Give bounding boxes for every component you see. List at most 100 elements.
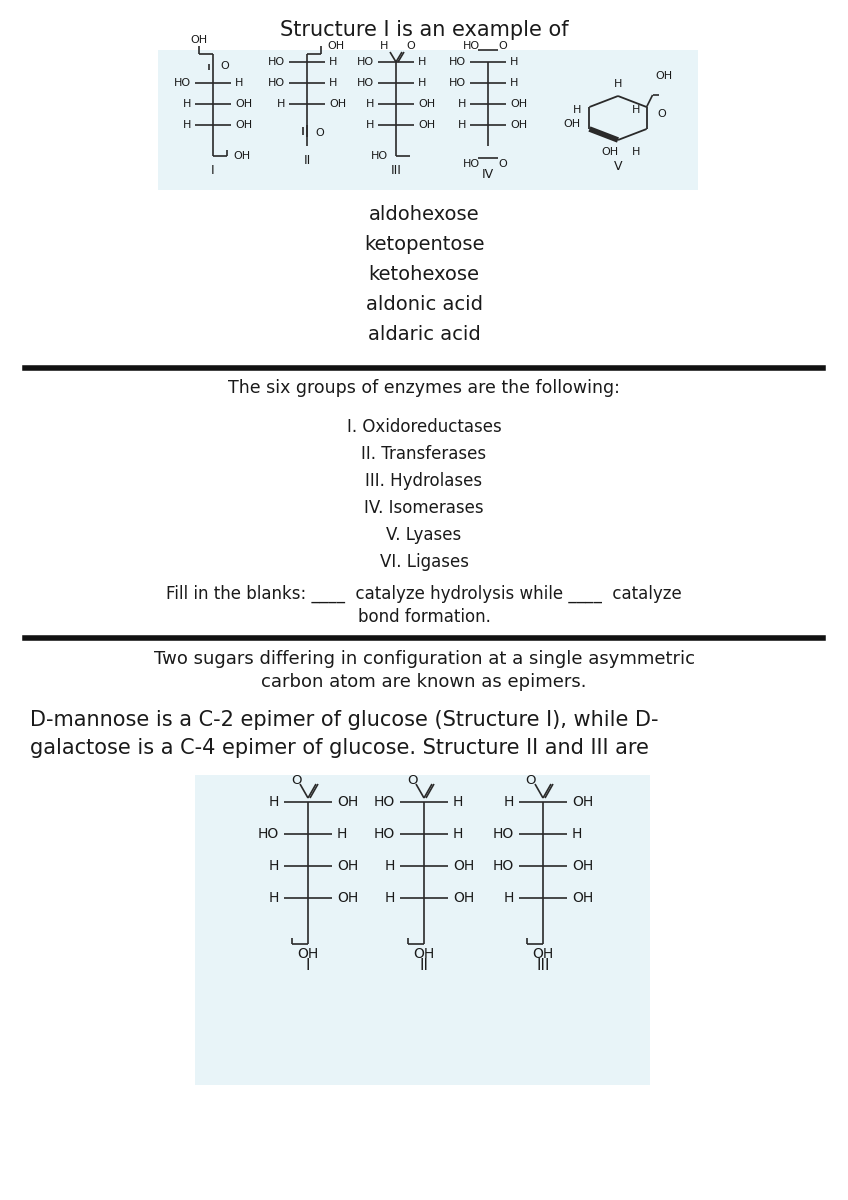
- Text: III: III: [536, 959, 550, 973]
- Text: V. Lyases: V. Lyases: [387, 526, 461, 544]
- Text: O: O: [406, 41, 415, 50]
- Text: H: H: [572, 104, 581, 115]
- Text: H: H: [329, 78, 338, 88]
- Text: OH: OH: [510, 120, 527, 130]
- Text: HO: HO: [374, 827, 395, 841]
- Text: OH: OH: [601, 146, 618, 157]
- Text: ketohexose: ketohexose: [369, 265, 479, 284]
- Text: OH: OH: [655, 71, 672, 80]
- Text: HO: HO: [174, 78, 191, 88]
- Text: VI. Ligases: VI. Ligases: [380, 553, 468, 571]
- Text: H: H: [453, 794, 463, 809]
- Text: Two sugars differing in configuration at a single asymmetric: Two sugars differing in configuration at…: [153, 650, 695, 668]
- Text: H: H: [453, 827, 463, 841]
- Text: H: H: [269, 794, 279, 809]
- Text: O: O: [220, 61, 229, 71]
- Text: H: H: [269, 890, 279, 905]
- Text: I: I: [211, 163, 215, 176]
- Text: H: H: [337, 827, 348, 841]
- Text: OH: OH: [453, 890, 474, 905]
- Text: H: H: [510, 56, 518, 67]
- Text: HO: HO: [268, 56, 285, 67]
- Text: H: H: [504, 890, 514, 905]
- Text: HO: HO: [371, 151, 388, 161]
- Text: OH: OH: [327, 41, 344, 50]
- Text: II: II: [420, 959, 428, 973]
- Text: OH: OH: [191, 35, 208, 44]
- Text: H: H: [235, 78, 243, 88]
- Text: OH: OH: [329, 98, 346, 109]
- Text: HO: HO: [463, 41, 480, 50]
- Text: Structure I is an example of: Structure I is an example of: [280, 20, 568, 40]
- Text: H: H: [365, 98, 374, 109]
- Text: Fill in the blanks: ____  catalyze hydrolysis while ____  catalyze: Fill in the blanks: ____ catalyze hydrol…: [166, 584, 682, 604]
- Text: OH: OH: [418, 98, 435, 109]
- Text: OH: OH: [510, 98, 527, 109]
- Text: H: H: [365, 120, 374, 130]
- Text: H: H: [418, 56, 427, 67]
- Text: H: H: [510, 78, 518, 88]
- Text: OH: OH: [572, 794, 594, 809]
- Text: OH: OH: [337, 890, 358, 905]
- Text: V: V: [614, 160, 622, 173]
- Text: aldonic acid: aldonic acid: [365, 295, 483, 314]
- Text: OH: OH: [337, 859, 358, 874]
- Text: OH: OH: [572, 859, 594, 874]
- Text: O: O: [315, 128, 324, 138]
- Text: II: II: [304, 154, 310, 167]
- Text: III. Hydrolases: III. Hydrolases: [365, 472, 483, 490]
- Text: H: H: [632, 104, 640, 115]
- Text: O: O: [526, 774, 536, 786]
- Text: H: H: [276, 98, 285, 109]
- Text: H: H: [182, 98, 191, 109]
- Text: OH: OH: [413, 947, 435, 961]
- Text: OH: OH: [418, 120, 435, 130]
- Text: HO: HO: [449, 56, 466, 67]
- Text: H: H: [504, 794, 514, 809]
- Text: OH: OH: [235, 120, 252, 130]
- Text: OH: OH: [235, 98, 252, 109]
- Text: OH: OH: [337, 794, 358, 809]
- Text: H: H: [385, 890, 395, 905]
- Text: aldaric acid: aldaric acid: [368, 325, 480, 344]
- Text: H: H: [572, 827, 583, 841]
- Text: O: O: [291, 774, 301, 786]
- Text: IV: IV: [482, 168, 494, 180]
- Text: galactose is a C-4 epimer of glucose. Structure II and III are: galactose is a C-4 epimer of glucose. St…: [30, 738, 649, 758]
- Text: H: H: [182, 120, 191, 130]
- Text: III: III: [391, 163, 401, 176]
- Text: H: H: [614, 79, 622, 89]
- Text: H: H: [458, 98, 466, 109]
- Text: HO: HO: [449, 78, 466, 88]
- Text: HO: HO: [374, 794, 395, 809]
- Text: H: H: [329, 56, 338, 67]
- Text: HO: HO: [357, 56, 374, 67]
- Text: I. Oxidoreductases: I. Oxidoreductases: [347, 418, 501, 436]
- Text: O: O: [407, 774, 417, 786]
- Text: ketopentose: ketopentose: [364, 235, 484, 254]
- Text: H: H: [269, 859, 279, 874]
- Text: OH: OH: [564, 119, 581, 128]
- Text: H: H: [418, 78, 427, 88]
- Text: OH: OH: [453, 859, 474, 874]
- Text: HO: HO: [493, 859, 514, 874]
- Text: OH: OH: [572, 890, 594, 905]
- Text: OH: OH: [298, 947, 319, 961]
- Text: aldohexose: aldohexose: [369, 205, 479, 224]
- Text: OH: OH: [233, 151, 250, 161]
- Text: HO: HO: [493, 827, 514, 841]
- Text: II. Transferases: II. Transferases: [361, 445, 487, 463]
- Text: O: O: [498, 41, 507, 50]
- Text: HO: HO: [268, 78, 285, 88]
- Text: H: H: [632, 146, 640, 157]
- Text: The six groups of enzymes are the following:: The six groups of enzymes are the follow…: [228, 379, 620, 397]
- Text: D-mannose is a C-2 epimer of glucose (Structure I), while D-: D-mannose is a C-2 epimer of glucose (St…: [30, 710, 659, 730]
- Text: H: H: [458, 120, 466, 130]
- Bar: [158, 50, 698, 190]
- Text: HO: HO: [258, 827, 279, 841]
- Text: bond formation.: bond formation.: [358, 608, 490, 626]
- Text: HO: HO: [357, 78, 374, 88]
- Text: O: O: [498, 158, 507, 169]
- Text: I: I: [306, 959, 310, 973]
- Text: HO: HO: [463, 158, 480, 169]
